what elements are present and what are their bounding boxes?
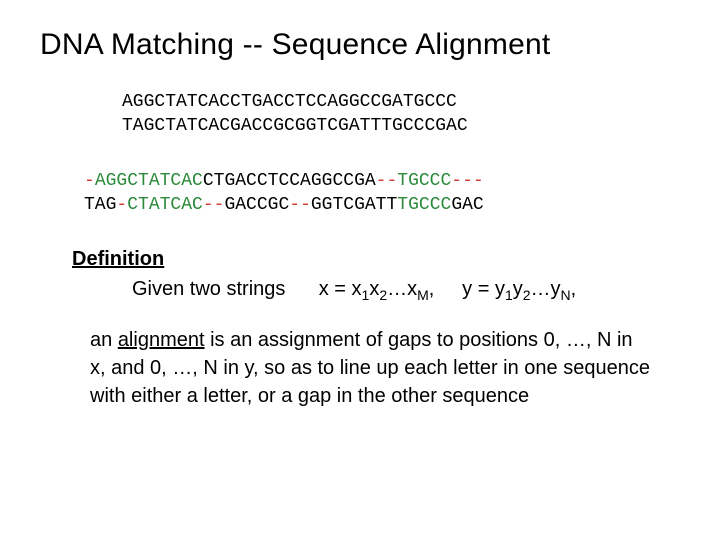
aligned-seq-1: -AGGCTATCACCTGACCTCCAGGCCGA--TGCCC---	[84, 171, 484, 191]
definition-block: Definition Given two strings x = x1x2…xM…	[72, 245, 680, 410]
seq-1: AGGCTATCACCTGACCTCCAGGCCGATGCCC	[122, 92, 457, 112]
given-prefix: Given two strings	[132, 278, 285, 300]
slide-title: DNA Matching -- Sequence Alignment	[40, 28, 680, 62]
x-expression: x = x1x2…xM,	[319, 278, 435, 300]
aligned-sequences: -AGGCTATCACCTGACCTCCAGGCCGA--TGCCC--- TA…	[84, 169, 680, 218]
slide: DNA Matching -- Sequence Alignment AGGCT…	[0, 0, 720, 540]
raw-sequences: AGGCTATCACCTGACCTCCAGGCCGATGCCC TAGCTATC…	[122, 90, 680, 139]
definition-paragraph: an alignment is an assignment of gaps to…	[90, 326, 650, 410]
seq-2: TAGCTATCACGACCGCGGTCGATTTGCCCGAC	[122, 116, 468, 136]
definition-label: Definition	[72, 245, 680, 273]
aligned-seq-2: TAG-CTATCAC--GACCGC--GGTCGATTTGCCCGAC	[84, 195, 484, 215]
alignment-word: alignment	[118, 329, 205, 351]
y-expression: y = y1y2…yN,	[462, 278, 576, 300]
given-line: Given two strings x = x1x2…xM, y = y1y2……	[132, 275, 680, 306]
